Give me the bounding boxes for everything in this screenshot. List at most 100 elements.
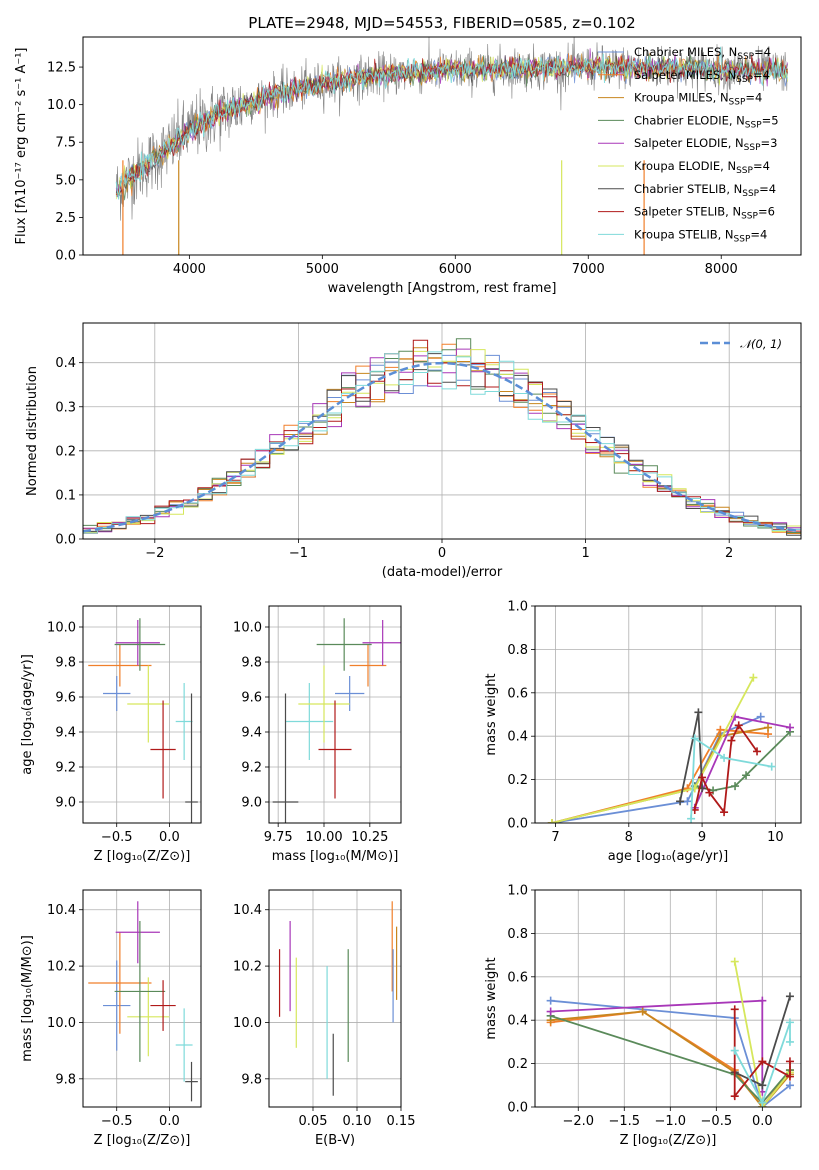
legend-text-suffix: =4 xyxy=(753,159,770,173)
x-tick-label: 0.15 xyxy=(387,1114,416,1129)
plot-area xyxy=(115,37,789,255)
plot-area xyxy=(88,618,198,823)
y-tick-label: 10.0 xyxy=(47,98,76,113)
x-axis-label: (data-model)/error xyxy=(382,565,503,580)
axes-frame xyxy=(82,889,202,1108)
y-tick-label: 0.2 xyxy=(507,1057,528,1072)
y-tick-label: 9.6 xyxy=(55,691,76,706)
data-point-marker xyxy=(742,771,751,780)
y-tick-label: 0.4 xyxy=(55,356,76,371)
y-axis-label: age [log₁₀(age/yr)] xyxy=(20,654,35,775)
x-tick-label: 4000 xyxy=(173,262,206,277)
legend-entry: Salpeter ELODIE, NSSP=3 xyxy=(634,136,777,153)
x-tick-label: 0.0 xyxy=(159,830,180,845)
panel-age-vs-z: −0.5 0.0 9.0 9.2 9.4 9.6 9.8 10.0 Z [log₁₀(Z/Z⊙)… xyxy=(20,605,202,864)
legend-entry: Kroupa ELODIE, NSSP=4 xyxy=(634,159,770,176)
data-point-marker xyxy=(720,753,729,762)
chart-title: PLATE=2948, MJD=54553, FIBERID=0585, z=0… xyxy=(248,14,635,32)
y-tick-label: 9.8 xyxy=(241,1072,262,1087)
x-tick-label: 9.75 xyxy=(264,830,293,845)
legend-text-subscript: SSP xyxy=(737,52,754,62)
y-tick-label: 9.8 xyxy=(55,656,76,671)
legend-text-prefix: Chabrier ELODIE, N xyxy=(634,113,745,127)
axes-frame xyxy=(82,36,802,256)
data-point-marker xyxy=(785,992,794,1001)
data-point-marker xyxy=(758,1098,767,1107)
data-point-marker xyxy=(676,797,685,806)
x-axis-label: age [log₁₀(age/yr)] xyxy=(608,849,729,864)
axes-frame xyxy=(82,605,202,824)
y-tick-label: 0.2 xyxy=(55,444,76,459)
y-axis-label: mass [log₁₀(M/M⊙)] xyxy=(20,935,35,1062)
legend-text-suffix: =5 xyxy=(762,113,779,127)
y-tick-label: 12.5 xyxy=(47,61,76,76)
data-point-marker xyxy=(694,708,703,717)
y-tick-label: 9.2 xyxy=(241,761,262,776)
axes-frame xyxy=(268,889,402,1108)
y-tick-label: 9.4 xyxy=(241,726,262,741)
x-tick-label: −0.5 xyxy=(101,830,133,845)
plot-area xyxy=(546,957,794,1107)
x-tick-label: −2.0 xyxy=(562,1114,594,1129)
series-line xyxy=(551,715,762,823)
series-line xyxy=(733,961,791,1107)
legend-text-suffix: =4 xyxy=(745,91,762,105)
data-point-marker xyxy=(758,1057,767,1066)
normal-curve xyxy=(83,361,799,533)
data-point-marker xyxy=(767,762,776,771)
x-tick-label: 1 xyxy=(581,546,589,561)
panel-age-vs-mass: 9.75 10.00 10.25 9.0 9.2 9.4 9.6 9.8 10.0 mass [l… xyxy=(233,605,402,864)
y-tick-label: 10.4 xyxy=(47,903,76,918)
series-line xyxy=(550,999,764,1092)
y-axis-label: mass weight xyxy=(484,957,499,1039)
data-point-marker xyxy=(730,1046,739,1055)
data-point-marker xyxy=(734,721,743,730)
plot-area xyxy=(278,901,398,1096)
panel-residuals: −2 −1 0 1 2 0.0 0.1 0.2 0.3 0.4 (data-model)/error… xyxy=(25,322,802,580)
x-tick-label: 8 xyxy=(625,830,633,845)
legend-text-suffix: =4 xyxy=(754,45,771,59)
data-point-marker xyxy=(758,1081,767,1090)
data-point-marker xyxy=(753,747,762,756)
x-tick-label: 7 xyxy=(551,830,559,845)
x-tick-label: 0.0 xyxy=(752,1114,773,1129)
x-tick-label: 2 xyxy=(725,546,733,561)
x-tick-label: −2 xyxy=(145,546,164,561)
legend: 𝒩(0, 1) xyxy=(700,337,782,351)
data-point-marker xyxy=(683,797,692,806)
y-tick-label: 10.0 xyxy=(47,621,76,636)
plot-area xyxy=(83,338,801,536)
y-tick-label: 0.0 xyxy=(55,533,76,548)
axes-frame xyxy=(534,605,802,824)
legend-entry: Salpeter STELIB, NSSP=6 xyxy=(634,205,775,222)
y-tick-label: 0.3 xyxy=(55,400,76,415)
plot-area xyxy=(547,673,795,823)
legend-text-suffix: =4 xyxy=(759,182,776,196)
y-tick-label: 0.0 xyxy=(507,1101,528,1116)
y-tick-label: 1.0 xyxy=(507,884,528,899)
y-tick-label: 1.0 xyxy=(507,600,528,615)
y-tick-label: 0.2 xyxy=(507,773,528,788)
panel-mass-vs-z: −0.5 0.0 9.8 10.0 10.2 10.4 Z [log₁₀(Z/Z⊙)] mas… xyxy=(20,889,202,1148)
y-tick-label: 0.6 xyxy=(507,970,528,985)
axes-frame xyxy=(268,605,402,824)
data-point-marker xyxy=(547,819,556,823)
x-axis-label: Z [log₁₀(Z/Z⊙)] xyxy=(620,1133,717,1148)
y-tick-label: 0.0 xyxy=(507,817,528,832)
plot-area xyxy=(272,618,401,823)
data-point-marker xyxy=(638,1007,647,1016)
data-point-marker xyxy=(546,996,555,1005)
series-line xyxy=(550,1015,791,1105)
legend-entry: Chabrier MILES, NSSP=4 xyxy=(634,45,771,62)
data-point-marker xyxy=(749,673,758,682)
y-tick-label: 10.0 xyxy=(233,1016,262,1031)
y-tick-label: 10.2 xyxy=(47,960,76,975)
x-axis-label: Z [log₁₀(Z/Z⊙)] xyxy=(94,849,191,864)
x-tick-label: 0.10 xyxy=(343,1114,372,1129)
x-tick-label: 0 xyxy=(438,546,446,561)
y-tick-label: 0.4 xyxy=(507,730,528,745)
legend-entry: Kroupa STELIB, NSSP=4 xyxy=(634,227,767,244)
x-tick-label: 0.0 xyxy=(159,1114,180,1129)
legend-text-subscript: SSP xyxy=(736,75,753,85)
